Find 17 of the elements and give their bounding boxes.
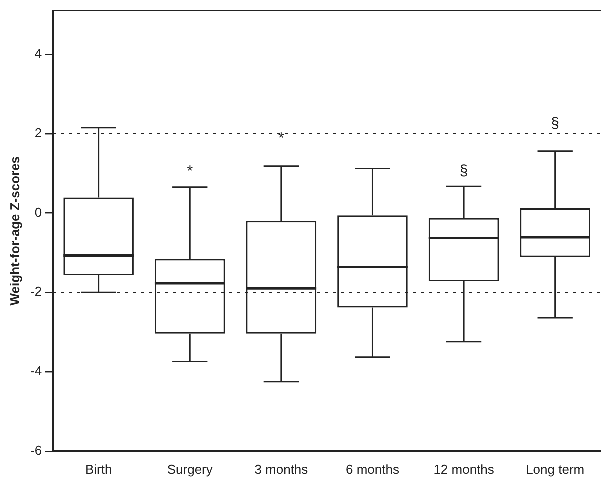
y-tick-label: 2 bbox=[34, 125, 42, 140]
y-tick-label: 4 bbox=[34, 46, 42, 62]
y-tick-label: -6 bbox=[30, 442, 42, 458]
annotation: * bbox=[278, 130, 285, 148]
y-tick-label: -4 bbox=[30, 364, 42, 379]
x-tick-label: Birth bbox=[85, 462, 112, 477]
x-tick-label: 12 months bbox=[434, 462, 495, 477]
y-tick-label: -2 bbox=[30, 284, 42, 300]
x-tick-label: Long term bbox=[526, 462, 585, 477]
x-tick-label: 3 months bbox=[254, 462, 309, 477]
x-tick-label: Surgery bbox=[167, 462, 214, 477]
annotation: § bbox=[551, 114, 560, 132]
x-tick-label: 6 months bbox=[346, 462, 400, 477]
y-axis-title: Weight-for-age Z-scores bbox=[7, 156, 22, 306]
y-tick-label: 0 bbox=[34, 204, 42, 220]
annotation: * bbox=[187, 163, 194, 180]
annotation: § bbox=[460, 162, 468, 180]
